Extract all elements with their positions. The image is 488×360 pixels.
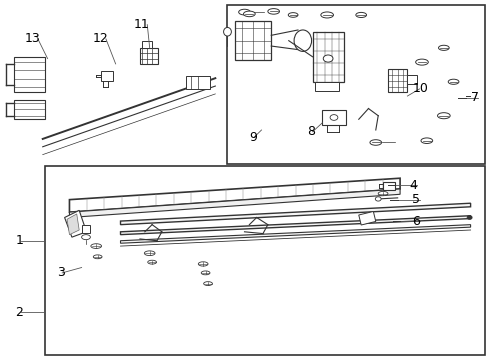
Ellipse shape [223,27,231,36]
Text: 1: 1 [15,234,23,247]
Bar [186,76,210,89]
Ellipse shape [369,140,381,145]
Ellipse shape [323,55,332,62]
Text: 7: 7 [469,91,478,104]
Bar [140,48,158,64]
Ellipse shape [201,271,209,275]
Ellipse shape [287,13,297,17]
Ellipse shape [320,12,333,18]
Bar [81,225,90,233]
Ellipse shape [93,255,102,259]
Ellipse shape [81,235,90,240]
Ellipse shape [420,138,432,144]
Bar [407,75,416,84]
Text: 5: 5 [411,193,419,206]
Ellipse shape [198,262,207,266]
Ellipse shape [466,216,471,219]
Text: 9: 9 [248,131,256,144]
Polygon shape [69,189,399,217]
Bar [382,182,394,190]
Ellipse shape [238,9,250,15]
Bar [14,100,45,119]
Bar [314,82,339,91]
Text: 13: 13 [24,32,40,45]
Bar [142,41,152,48]
Text: 11: 11 [134,18,149,31]
Ellipse shape [438,45,448,50]
Ellipse shape [447,79,458,84]
Bar [234,21,271,60]
Text: 3: 3 [57,266,64,279]
Ellipse shape [293,30,311,51]
Polygon shape [120,216,469,235]
Ellipse shape [91,244,102,248]
Bar [45,166,484,355]
Ellipse shape [415,59,427,65]
Ellipse shape [377,192,387,196]
Polygon shape [64,210,86,237]
Polygon shape [120,225,469,243]
Text: 8: 8 [306,125,314,138]
Ellipse shape [147,260,156,264]
Ellipse shape [203,282,212,285]
Polygon shape [358,211,375,225]
Bar [387,69,407,93]
Text: 2: 2 [15,306,23,319]
Bar [14,57,45,93]
Ellipse shape [329,114,337,120]
Text: 10: 10 [411,82,427,95]
Bar [322,111,345,125]
Ellipse shape [437,113,449,119]
Text: 6: 6 [411,215,419,228]
Text: 4: 4 [409,179,417,192]
Ellipse shape [144,251,155,256]
Ellipse shape [355,12,366,18]
Bar [101,71,113,81]
Polygon shape [67,214,79,235]
Polygon shape [120,203,469,225]
Ellipse shape [267,9,279,14]
Polygon shape [69,178,399,212]
Bar [312,32,344,82]
Bar [227,5,484,164]
Ellipse shape [374,197,380,201]
Text: 12: 12 [92,32,108,45]
Ellipse shape [243,11,255,17]
